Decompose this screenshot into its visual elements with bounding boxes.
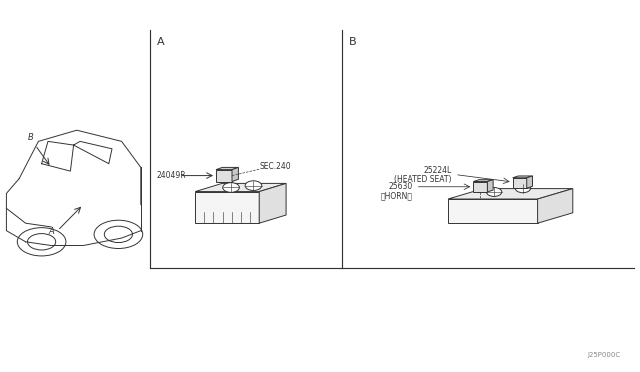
Text: 24049R: 24049R xyxy=(157,171,186,180)
Polygon shape xyxy=(448,199,538,223)
Text: 25224L: 25224L xyxy=(424,166,452,174)
Circle shape xyxy=(245,181,262,190)
Circle shape xyxy=(223,183,239,192)
Polygon shape xyxy=(232,167,239,182)
Text: SEC.240: SEC.240 xyxy=(259,162,291,171)
Text: A: A xyxy=(157,36,164,46)
Circle shape xyxy=(486,187,502,196)
Polygon shape xyxy=(513,178,527,188)
Polygon shape xyxy=(216,167,239,170)
Text: 〈HORN〉: 〈HORN〉 xyxy=(380,192,412,201)
Polygon shape xyxy=(216,170,232,182)
Text: (HEATED SEAT): (HEATED SEAT) xyxy=(394,175,452,184)
Polygon shape xyxy=(448,189,573,199)
Polygon shape xyxy=(513,176,532,178)
Text: 25630: 25630 xyxy=(388,182,412,191)
Polygon shape xyxy=(259,183,286,223)
Polygon shape xyxy=(474,180,493,182)
Text: A: A xyxy=(49,227,54,236)
Circle shape xyxy=(515,184,531,193)
Polygon shape xyxy=(538,189,573,223)
Text: J25P000C: J25P000C xyxy=(588,352,621,358)
Polygon shape xyxy=(195,192,259,223)
Polygon shape xyxy=(527,176,532,188)
Text: B: B xyxy=(28,132,33,141)
Polygon shape xyxy=(488,180,493,192)
Polygon shape xyxy=(474,182,488,192)
Text: B: B xyxy=(349,36,356,46)
Polygon shape xyxy=(195,183,286,192)
